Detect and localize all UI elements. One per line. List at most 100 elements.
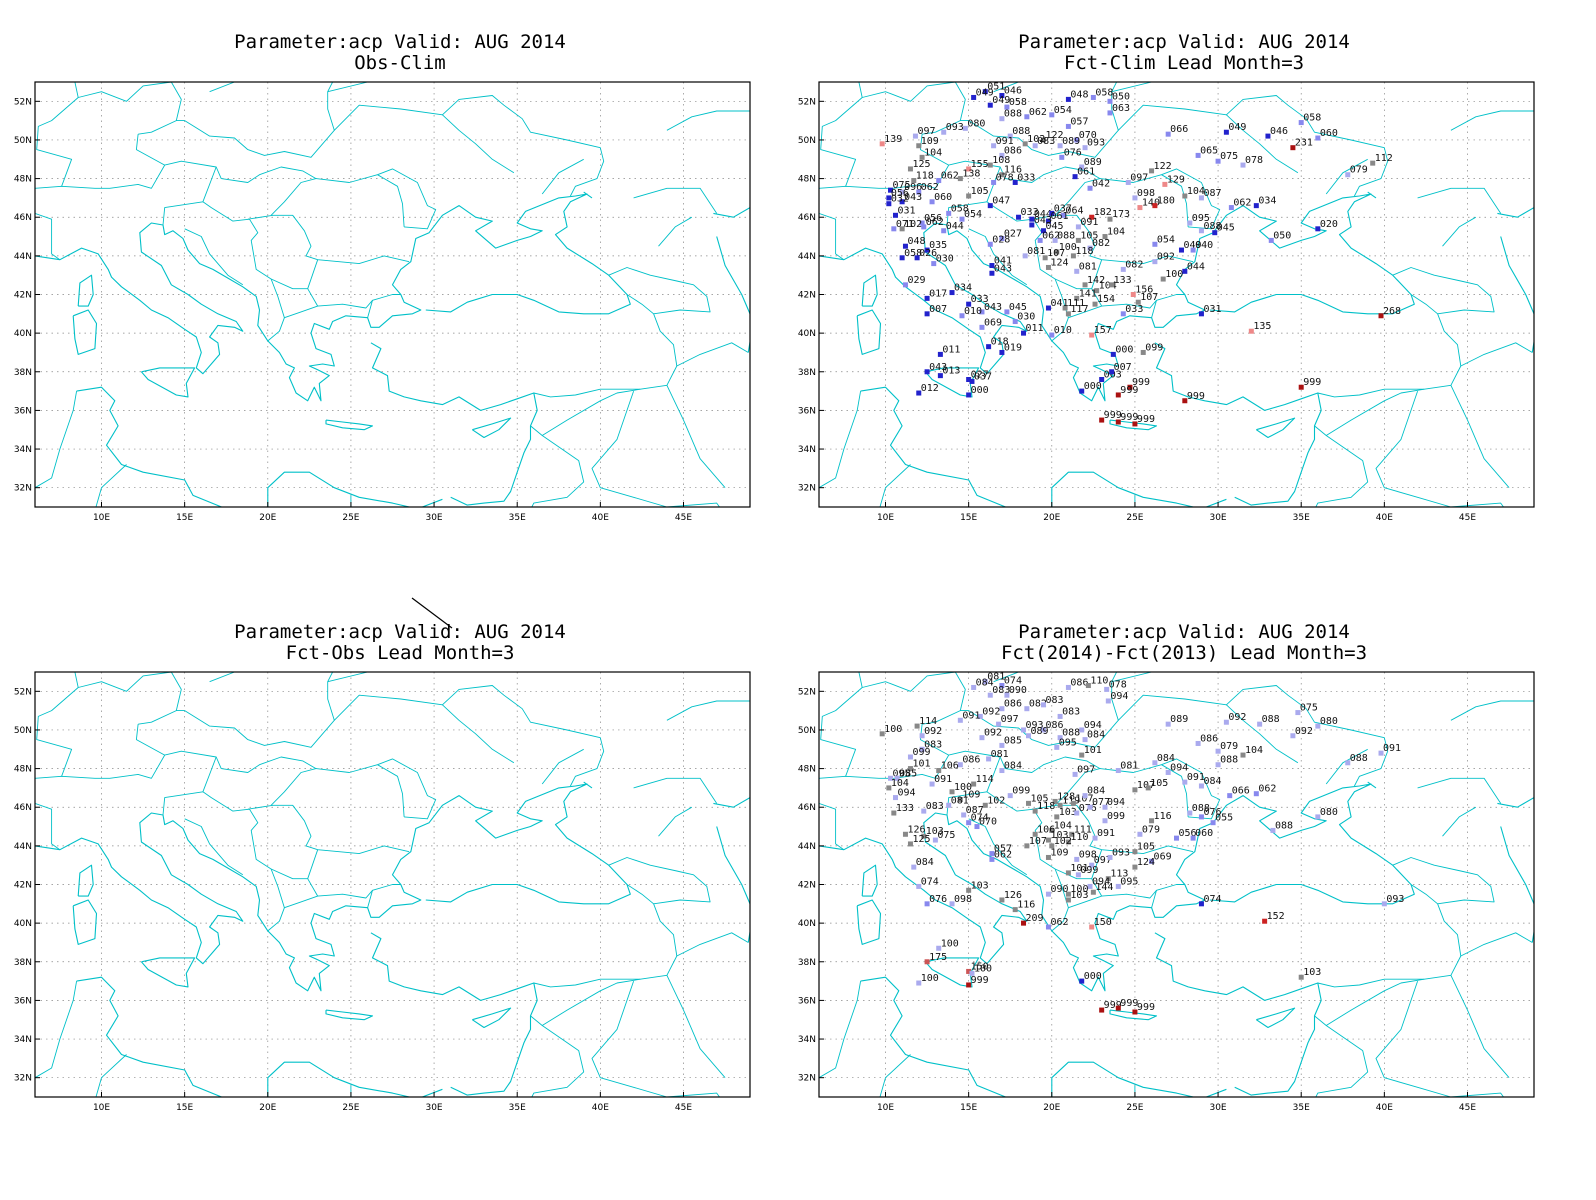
station-marker [1054, 814, 1060, 820]
station-marker [982, 802, 988, 808]
station-label: 091 [962, 710, 980, 721]
station-label: 013 [942, 366, 960, 377]
station-marker [911, 864, 917, 870]
station-marker [1065, 684, 1071, 690]
station-label: 104 [891, 778, 909, 789]
station-marker [1085, 683, 1091, 689]
lon-tick-label: 35E [509, 1103, 526, 1113]
station-marker [1132, 195, 1138, 201]
lat-tick-label: 40N [798, 329, 816, 339]
station-label: 074 [971, 813, 989, 824]
station-marker [1045, 924, 1051, 930]
border-line [1091, 849, 1103, 879]
station-label: 045 [1009, 302, 1027, 313]
border-line [1161, 764, 1189, 817]
station-label: 098 [1137, 188, 1155, 199]
lat-tick-label: 46N [14, 213, 32, 223]
station-marker [1190, 247, 1196, 253]
station-label: 133 [1114, 275, 1132, 286]
station-marker [1065, 870, 1071, 876]
border-line [1226, 114, 1299, 174]
station-label: 128 [1057, 791, 1075, 802]
lon-tick-label: 20E [1043, 1103, 1060, 1113]
coastline [1109, 419, 1158, 431]
station-marker [1152, 259, 1158, 265]
coastline [1109, 1009, 1158, 1021]
station-marker [966, 968, 972, 974]
lat-tick-label: 34N [798, 445, 816, 455]
border-line [1450, 975, 1510, 1078]
border-line [35, 212, 61, 261]
lat-tick-label: 48N [14, 175, 32, 185]
station-label: 042 [1092, 178, 1110, 189]
station-marker [1026, 733, 1032, 739]
station-marker [987, 241, 993, 247]
border-line [1417, 777, 1502, 804]
station-marker [1082, 145, 1088, 151]
station-label: 100 [1059, 242, 1077, 253]
station-label: 086 [1070, 677, 1088, 688]
station-marker [957, 797, 963, 802]
station-label: 103 [1050, 830, 1068, 841]
station-label: 060 [1195, 828, 1213, 839]
station-label: 083 [992, 685, 1010, 696]
coastline [819, 193, 1415, 402]
lat-tick-label: 36N [798, 996, 816, 1006]
station-marker [1240, 752, 1246, 758]
station-marker [1045, 891, 1051, 897]
station-label: 117 [1070, 304, 1088, 315]
station-marker [921, 808, 927, 814]
station-marker [999, 349, 1005, 355]
station-marker [937, 373, 943, 379]
station-label: 087 [966, 805, 984, 816]
station-marker [1090, 94, 1096, 100]
station-label: 104 [1107, 227, 1125, 238]
station-label: 075 [893, 180, 911, 191]
border-line [1325, 748, 1368, 785]
station-label: 033 [1017, 172, 1035, 183]
station-label: 033 [971, 294, 989, 305]
station-marker [899, 226, 905, 232]
station-marker [907, 766, 913, 772]
station-label: 049 [1228, 122, 1246, 133]
station-marker [1074, 295, 1080, 301]
station-label: 056 [924, 213, 942, 224]
station-marker [1115, 392, 1121, 398]
border-line [209, 82, 235, 93]
coastline [716, 826, 750, 943]
station-label: 054 [964, 209, 982, 220]
station-label: 155 [971, 159, 989, 170]
gridlines [35, 672, 750, 1097]
station-marker [1149, 858, 1155, 864]
station-marker [1253, 791, 1259, 797]
border-line [968, 228, 1028, 286]
station-marker [949, 290, 955, 296]
coastline [1255, 1007, 1296, 1029]
station-label: 076 [929, 894, 947, 905]
station-label: 999 [1187, 391, 1205, 402]
station-label: 041 [1050, 298, 1068, 309]
station-marker [1290, 145, 1296, 151]
station-label: 083 [924, 739, 942, 750]
station-marker [966, 166, 972, 172]
station-marker [977, 713, 983, 719]
station-label: 142 [1087, 275, 1105, 286]
station-label: 084 [916, 857, 934, 868]
station-marker [982, 89, 988, 95]
border-line [591, 390, 721, 507]
station-marker [1045, 837, 1051, 843]
border-line [1450, 700, 1534, 721]
lat-tick-label: 36N [798, 406, 816, 416]
station-label: 086 [1004, 699, 1022, 710]
station-label: 055 [1215, 813, 1233, 824]
station-marker [911, 178, 917, 184]
border-line [1031, 804, 1194, 855]
station-label: 103 [1059, 807, 1077, 818]
station-label: 049 [992, 95, 1010, 106]
station-marker [914, 723, 920, 729]
border-line [1325, 978, 1425, 1026]
station-marker [919, 220, 925, 226]
station-marker [1032, 143, 1038, 149]
panel-title-line1: Parameter:acp Valid: AUG 2014 [1018, 621, 1350, 643]
panel-title-line1: Parameter:acp Valid: AUG 2014 [234, 31, 566, 53]
